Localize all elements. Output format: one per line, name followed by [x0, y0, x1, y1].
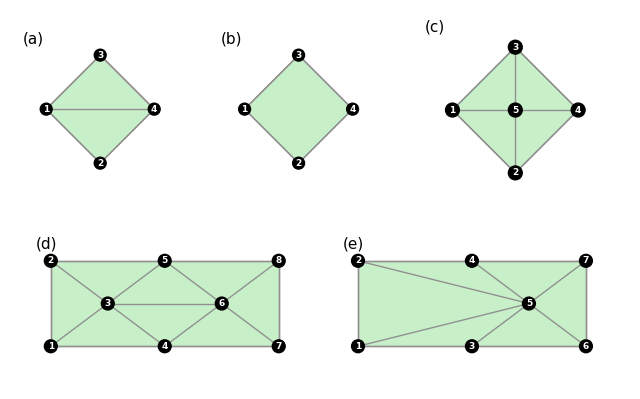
Circle shape [239, 103, 250, 115]
Circle shape [148, 103, 160, 115]
Polygon shape [244, 55, 353, 163]
Text: 6: 6 [219, 299, 225, 308]
Text: 2: 2 [512, 168, 518, 178]
Text: 3: 3 [296, 51, 301, 59]
Text: 2: 2 [47, 256, 54, 265]
Circle shape [292, 157, 305, 169]
Circle shape [40, 103, 52, 115]
Circle shape [101, 297, 114, 310]
Polygon shape [46, 55, 154, 163]
Text: 4: 4 [349, 105, 356, 114]
Polygon shape [51, 261, 279, 346]
Text: 7: 7 [583, 256, 589, 265]
Circle shape [94, 49, 106, 61]
Circle shape [158, 255, 171, 267]
Text: (d): (d) [35, 237, 57, 252]
Text: (a): (a) [22, 32, 44, 46]
Circle shape [44, 340, 57, 353]
Circle shape [158, 340, 171, 353]
Text: 2: 2 [355, 256, 361, 265]
Circle shape [292, 49, 305, 61]
Text: 3: 3 [469, 342, 475, 351]
Circle shape [445, 103, 460, 117]
Circle shape [572, 103, 585, 117]
Text: 3: 3 [97, 51, 103, 59]
Circle shape [351, 340, 364, 353]
Polygon shape [358, 261, 586, 346]
Text: 7: 7 [276, 342, 282, 351]
Text: 4: 4 [151, 105, 157, 114]
Circle shape [508, 103, 522, 117]
Text: 3: 3 [105, 299, 111, 308]
Text: 5: 5 [512, 105, 518, 115]
Circle shape [580, 255, 593, 267]
Text: 1: 1 [449, 105, 456, 115]
Text: 2: 2 [296, 159, 301, 168]
Circle shape [465, 340, 478, 353]
Circle shape [347, 103, 358, 115]
Circle shape [465, 255, 478, 267]
Text: 8: 8 [276, 256, 282, 265]
Text: (b): (b) [221, 32, 243, 46]
Circle shape [580, 340, 593, 353]
Text: 6: 6 [583, 342, 589, 351]
Text: (e): (e) [342, 237, 364, 252]
Text: (c): (c) [425, 20, 445, 34]
Text: 4: 4 [161, 342, 168, 351]
Text: 1: 1 [241, 105, 248, 114]
Text: 5: 5 [526, 299, 532, 308]
Text: 2: 2 [97, 159, 103, 168]
Circle shape [215, 297, 228, 310]
Circle shape [273, 340, 285, 353]
Text: 3: 3 [512, 43, 518, 51]
Text: 4: 4 [575, 105, 581, 115]
Text: 1: 1 [355, 342, 361, 351]
Text: 1: 1 [47, 342, 54, 351]
Circle shape [508, 166, 522, 180]
Circle shape [508, 40, 522, 54]
Circle shape [273, 255, 285, 267]
Circle shape [522, 297, 535, 310]
Text: 1: 1 [43, 105, 49, 114]
Circle shape [94, 157, 106, 169]
Text: 4: 4 [468, 256, 475, 265]
Circle shape [44, 255, 57, 267]
Polygon shape [452, 47, 578, 173]
Circle shape [351, 255, 364, 267]
Text: 5: 5 [162, 256, 168, 265]
